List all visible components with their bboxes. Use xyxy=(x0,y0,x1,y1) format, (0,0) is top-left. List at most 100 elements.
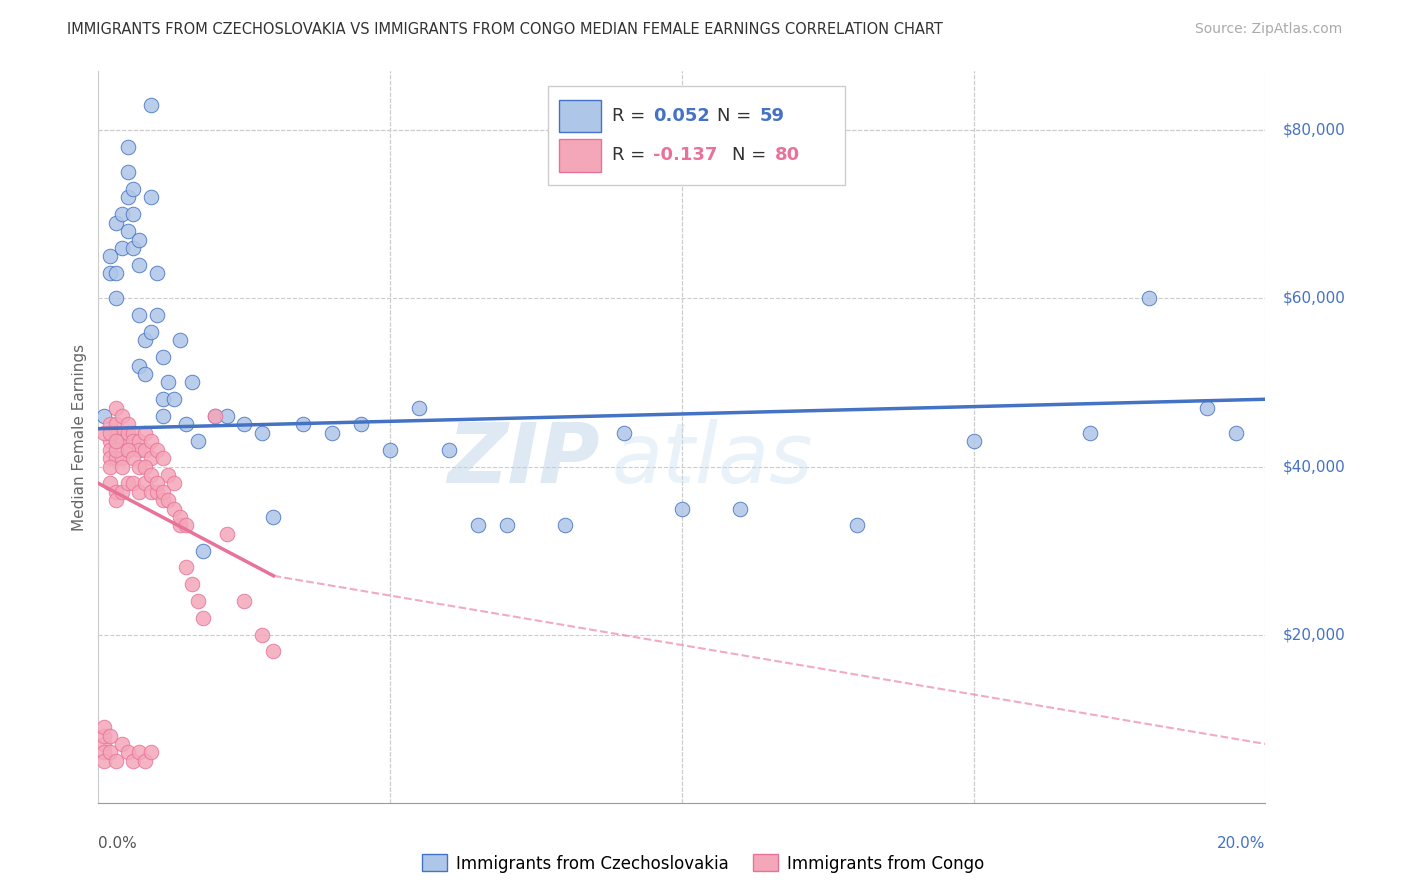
Point xyxy=(139,484,162,499)
Point xyxy=(98,745,121,759)
Point xyxy=(187,434,209,449)
Point xyxy=(157,493,180,508)
Point xyxy=(146,266,169,280)
Point xyxy=(467,518,489,533)
Point xyxy=(180,376,202,390)
Text: R =: R = xyxy=(612,146,651,164)
Point xyxy=(128,484,150,499)
Point xyxy=(152,409,174,423)
Point xyxy=(111,409,134,423)
Point xyxy=(93,425,115,440)
Point xyxy=(1195,401,1218,415)
Point xyxy=(163,501,186,516)
Text: $40,000: $40,000 xyxy=(1282,459,1346,474)
Point xyxy=(117,165,139,179)
Point xyxy=(152,392,174,407)
Point xyxy=(122,182,145,196)
Point xyxy=(1225,425,1247,440)
Point xyxy=(111,459,134,474)
Point xyxy=(111,425,134,440)
Point xyxy=(117,224,139,238)
Text: IMMIGRANTS FROM CZECHOSLOVAKIA VS IMMIGRANTS FROM CONGO MEDIAN FEMALE EARNINGS C: IMMIGRANTS FROM CZECHOSLOVAKIA VS IMMIGR… xyxy=(67,22,943,37)
Point xyxy=(117,745,139,759)
Point xyxy=(117,190,139,204)
Text: atlas: atlas xyxy=(612,418,814,500)
Point xyxy=(98,249,121,263)
Point xyxy=(93,729,115,743)
Point xyxy=(104,754,127,768)
Point xyxy=(215,526,238,541)
Point xyxy=(215,409,238,423)
Point xyxy=(111,737,134,751)
Point xyxy=(146,484,169,499)
Point xyxy=(104,451,127,466)
Point xyxy=(128,258,150,272)
Point xyxy=(111,434,134,449)
Point xyxy=(98,434,121,449)
Point xyxy=(111,484,134,499)
Point xyxy=(98,459,121,474)
Point xyxy=(437,442,460,457)
Y-axis label: Median Female Earnings: Median Female Earnings xyxy=(72,343,87,531)
Point xyxy=(111,451,134,466)
Point xyxy=(262,644,284,658)
Point xyxy=(291,417,314,432)
Point xyxy=(193,611,215,625)
Point xyxy=(146,442,169,457)
Point xyxy=(233,417,256,432)
Point xyxy=(98,451,121,466)
Text: N =: N = xyxy=(717,107,756,125)
Point xyxy=(350,417,373,432)
Point xyxy=(845,518,868,533)
Point xyxy=(104,266,127,280)
Point xyxy=(93,720,115,734)
Point xyxy=(134,476,156,491)
Text: 20.0%: 20.0% xyxy=(1218,836,1265,851)
Point xyxy=(139,745,162,759)
Point xyxy=(122,451,145,466)
Point xyxy=(122,241,145,255)
Point xyxy=(122,434,145,449)
Point xyxy=(117,140,139,154)
Point xyxy=(187,594,209,608)
Point xyxy=(98,417,121,432)
Point xyxy=(93,737,115,751)
Point xyxy=(157,376,180,390)
Point xyxy=(117,476,139,491)
Point xyxy=(104,434,127,449)
Point xyxy=(128,745,150,759)
Point xyxy=(128,233,150,247)
Point xyxy=(378,442,402,457)
Point xyxy=(174,518,197,533)
Point xyxy=(204,409,226,423)
Bar xyxy=(560,139,602,171)
Text: 0.052: 0.052 xyxy=(652,107,710,125)
Point xyxy=(193,543,215,558)
Point xyxy=(180,577,202,591)
Point xyxy=(1137,291,1160,305)
Point xyxy=(152,451,174,466)
Point xyxy=(117,442,139,457)
Point xyxy=(139,325,162,339)
Point xyxy=(233,594,256,608)
Point xyxy=(139,434,162,449)
Point xyxy=(104,417,127,432)
Point xyxy=(104,291,127,305)
Text: 80: 80 xyxy=(775,146,800,164)
Point xyxy=(98,425,121,440)
Point xyxy=(139,98,162,112)
Point xyxy=(134,425,156,440)
Point xyxy=(98,266,121,280)
Point xyxy=(93,754,115,768)
Legend: Immigrants from Czechoslovakia, Immigrants from Congo: Immigrants from Czechoslovakia, Immigran… xyxy=(416,847,990,880)
Point xyxy=(104,434,127,449)
Point xyxy=(321,425,343,440)
Point xyxy=(104,493,127,508)
Point xyxy=(169,334,191,348)
Point xyxy=(728,501,751,516)
Point xyxy=(163,392,186,407)
Point xyxy=(104,442,127,457)
Point xyxy=(671,501,693,516)
Point xyxy=(128,359,150,373)
Point xyxy=(152,484,174,499)
